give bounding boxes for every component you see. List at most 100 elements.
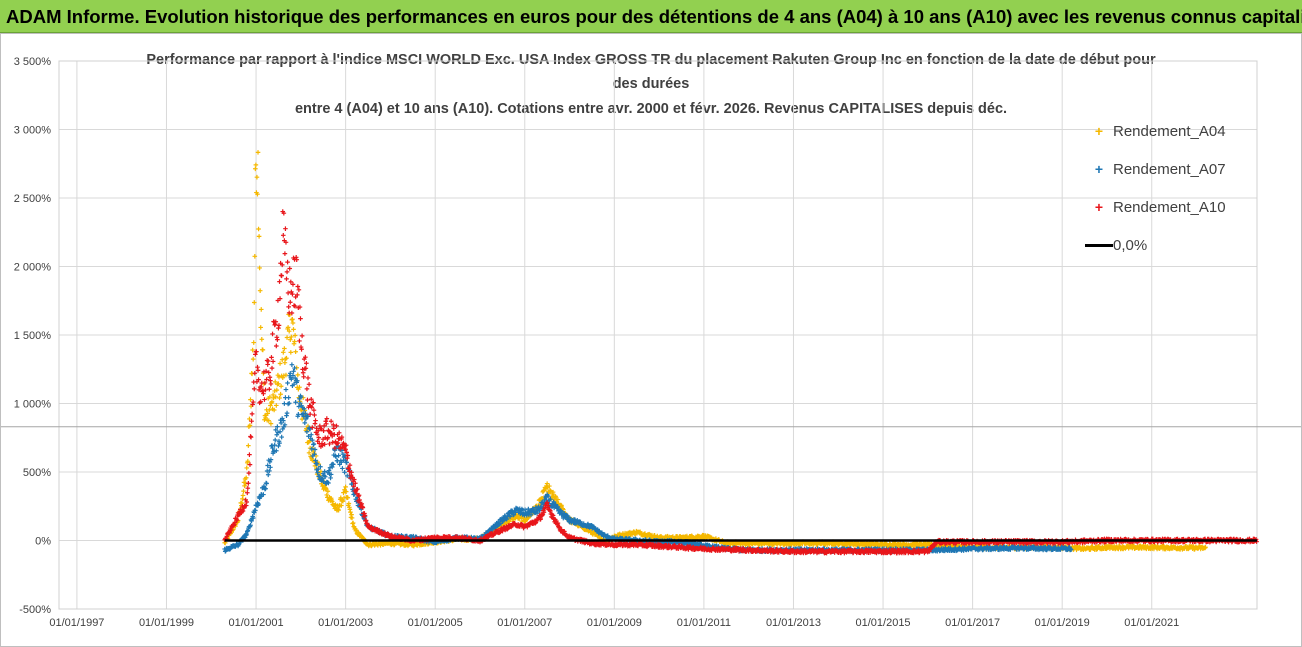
data-point-a04 <box>244 465 250 471</box>
data-point-a10 <box>285 259 290 265</box>
data-point-a04 <box>307 438 312 444</box>
data-point-a04 <box>268 403 273 408</box>
data-point-a07 <box>304 429 310 435</box>
data-point-a04 <box>297 384 302 390</box>
data-point-a10 <box>297 338 302 344</box>
data-point-a04 <box>255 191 260 197</box>
data-point-a10 <box>307 411 313 417</box>
data-point-a10 <box>262 380 268 386</box>
data-point-a07 <box>289 362 295 367</box>
data-point-a10 <box>276 323 282 328</box>
data-point-a10 <box>323 421 329 427</box>
data-point-a04 <box>278 391 283 397</box>
data-point-a10 <box>349 469 354 475</box>
data-point-a07 <box>263 486 268 491</box>
data-point-a10 <box>273 343 279 349</box>
data-point-a10 <box>352 480 358 486</box>
data-point-a04 <box>349 515 355 521</box>
data-point-a07 <box>273 427 279 433</box>
data-point-a10 <box>311 407 317 413</box>
data-point-a04 <box>289 334 294 340</box>
data-point-a04 <box>282 346 287 351</box>
data-point-a10 <box>296 287 302 293</box>
data-point-a07 <box>1068 547 1074 552</box>
data-point-a10 <box>360 505 366 510</box>
data-point-a07 <box>340 466 345 471</box>
data-point-a10 <box>292 303 298 309</box>
data-point-a10 <box>277 279 282 284</box>
data-point-a10 <box>316 435 322 440</box>
data-point-a10 <box>244 490 250 496</box>
data-point-a04 <box>268 421 274 426</box>
data-point-a07 <box>297 400 303 406</box>
data-point-a04 <box>293 349 298 355</box>
data-point-a07 <box>320 476 325 482</box>
data-point-a04 <box>277 395 282 401</box>
data-point-a10 <box>328 418 334 424</box>
data-point-a04 <box>276 374 282 380</box>
data-point-a10 <box>334 423 339 429</box>
data-point-a04 <box>292 333 298 338</box>
data-point-a07 <box>312 451 317 457</box>
data-point-a10 <box>285 290 291 296</box>
data-point-a10 <box>311 400 316 405</box>
data-point-a04 <box>256 226 261 232</box>
data-point-a07 <box>336 453 341 458</box>
data-point-a10 <box>347 469 352 474</box>
data-point-a07 <box>302 420 308 426</box>
data-point-a10 <box>283 226 288 232</box>
data-point-a07 <box>293 399 298 405</box>
data-point-a10 <box>290 291 295 297</box>
chart-title-line-1: Performance par rapport à l'indice MSCI … <box>146 52 1156 68</box>
data-point-a10 <box>332 445 338 451</box>
data-point-a07 <box>286 400 292 406</box>
data-point-a04 <box>287 337 293 342</box>
data-point-a10 <box>281 210 287 216</box>
data-point-a10 <box>246 480 251 486</box>
data-point-a07 <box>289 376 294 382</box>
data-point-a07 <box>253 508 258 513</box>
data-point-a07 <box>292 365 297 371</box>
data-point-a07 <box>305 414 311 419</box>
data-point-a07 <box>342 469 347 475</box>
data-point-a04 <box>267 407 272 413</box>
data-point-a04 <box>273 394 279 400</box>
data-point-a10 <box>315 428 321 434</box>
data-point-a04 <box>281 373 287 378</box>
data-point-a07 <box>315 466 321 472</box>
data-point-a10 <box>279 262 285 268</box>
data-point-a07 <box>272 442 277 448</box>
data-point-a10 <box>275 337 280 342</box>
data-point-a10 <box>280 232 286 238</box>
data-point-a04 <box>258 307 264 312</box>
data-point-a04 <box>280 350 286 355</box>
series-a07 <box>222 362 1074 555</box>
data-point-a10 <box>270 359 276 364</box>
data-point-a10 <box>305 397 310 403</box>
data-point-a07 <box>280 418 286 423</box>
data-point-a07 <box>312 447 318 452</box>
data-point-a10 <box>266 370 272 375</box>
data-point-a07 <box>277 440 282 446</box>
data-point-a07 <box>310 437 315 443</box>
data-point-a10 <box>249 418 254 424</box>
data-point-a04 <box>240 493 246 498</box>
data-point-a07 <box>285 380 290 386</box>
data-point-a04 <box>258 325 264 330</box>
data-point-a07 <box>322 469 327 474</box>
data-point-a04 <box>295 372 301 378</box>
data-point-a04 <box>256 234 262 239</box>
data-point-a10 <box>314 431 320 437</box>
data-point-a07 <box>294 378 300 384</box>
data-point-a10 <box>322 441 327 447</box>
data-point-a04 <box>259 336 265 342</box>
data-point-a07 <box>555 504 561 510</box>
data-point-a10 <box>325 435 331 440</box>
data-point-a10 <box>269 355 274 360</box>
data-point-a04 <box>243 475 249 481</box>
plot-area-border <box>58 60 1258 610</box>
data-point-a10 <box>232 520 238 525</box>
data-point-a10 <box>256 377 261 382</box>
data-point-a10 <box>344 450 349 455</box>
data-point-a10 <box>356 492 362 498</box>
